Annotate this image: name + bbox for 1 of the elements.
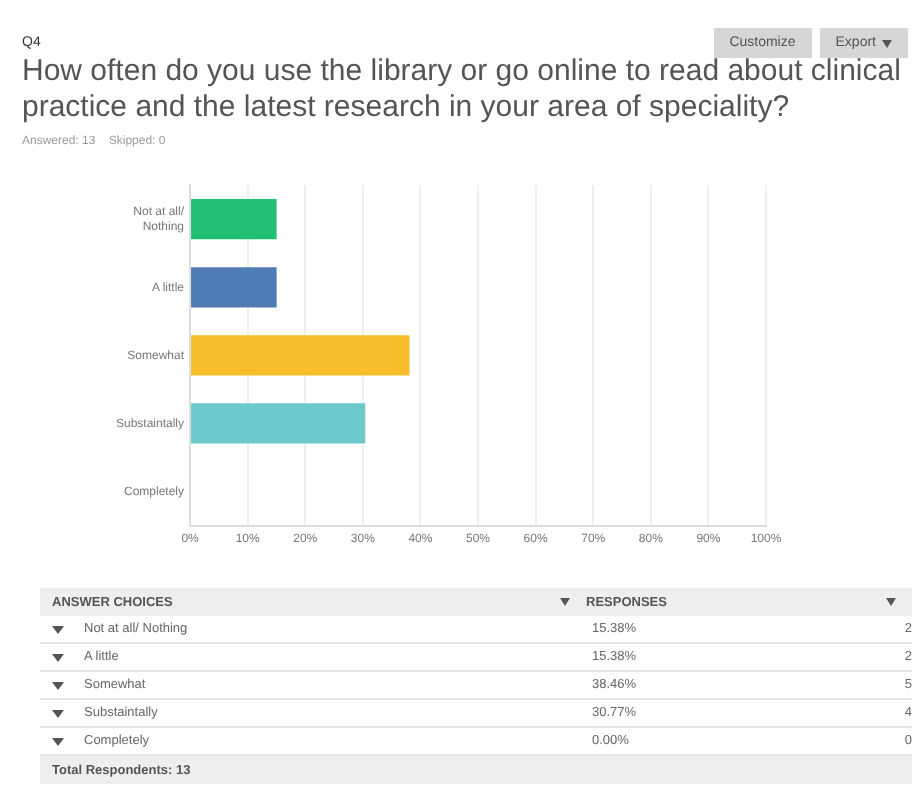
chart-title: How often do you use the library or go online to read about clinical practice and the latest research in your area of speciality?: [22, 54, 903, 126]
